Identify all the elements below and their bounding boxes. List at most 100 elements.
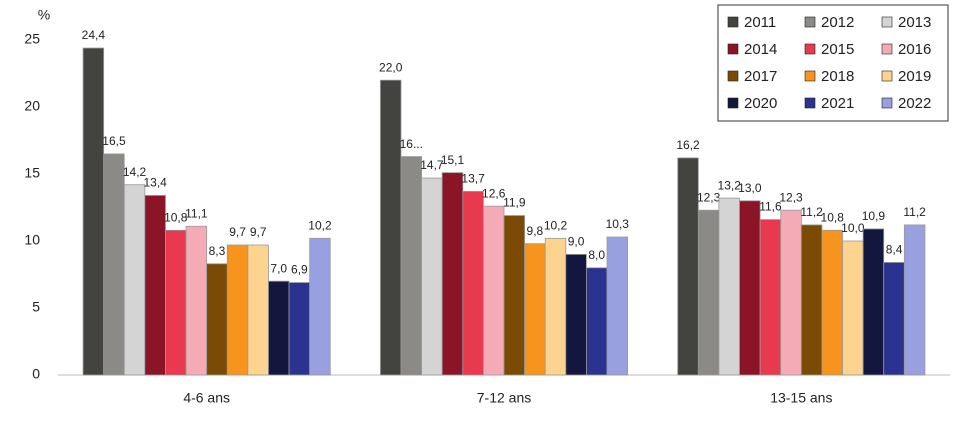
x-tick-label: 4-6 ans [183,390,230,406]
bar [379,79,402,376]
value-label: 16,2 [676,138,700,152]
bar [862,228,885,376]
legend-label: 2016 [898,41,931,58]
bar [524,243,546,376]
legend-label: 2020 [744,95,777,112]
bar [565,253,587,376]
value-label: 12,6 [482,186,506,200]
y-tick-label: 0 [32,366,40,382]
legend-swatch [804,97,816,109]
legend-swatch [881,43,893,55]
legend-label: 2013 [898,14,931,31]
value-label: 9,8 [527,224,544,238]
y-tick-label: 10 [24,232,40,248]
bar [586,267,608,376]
value-label: 13,4 [143,176,167,190]
legend-box [717,4,949,122]
legend-swatch [881,97,893,109]
legend-label: 2021 [821,95,854,112]
value-label: 9,7 [229,225,246,239]
value-label: 11,6 [759,200,782,214]
bar [821,229,843,376]
legend-label: 2014 [744,41,777,58]
value-label: 10,2 [544,218,568,232]
value-label: 14,2 [123,165,147,179]
bar [226,244,249,376]
value-label: 10,2 [308,218,332,232]
value-label: 11,9 [503,196,526,210]
bar [268,280,290,376]
value-label: 24,4 [82,28,106,42]
value-label: 9,0 [568,235,585,249]
legend-swatch [804,43,816,55]
legend-label: 2017 [744,68,777,85]
legend-label: 2022 [898,95,931,112]
value-label: 6,9 [291,263,308,277]
bar [842,240,864,376]
value-label: 11,2 [800,205,823,219]
x-tick-label: 7-12 ans [477,390,531,406]
legend-swatch [727,16,739,28]
bar [677,157,699,376]
bar [606,236,629,376]
value-label: 11,1 [185,206,208,220]
value-label: 11,2 [903,205,926,219]
bar [739,200,761,376]
value-label: 12,3 [697,190,721,204]
legend-swatch [727,43,739,55]
value-label: 10,9 [862,209,886,223]
bar [503,215,526,376]
bar [462,191,484,376]
bar [309,237,331,376]
bar [780,209,802,376]
bar [123,184,146,376]
value-label: 8,3 [209,244,226,258]
y-tick-label: 15 [24,165,40,181]
value-label: 7,0 [270,261,287,275]
bar [144,195,166,376]
bar [400,156,423,376]
y-tick-label: 25 [24,31,40,47]
bar [82,47,105,376]
value-label: 13,0 [738,181,762,195]
value-label: 12,3 [779,190,803,204]
value-label: 9,7 [250,225,267,239]
value-label: 10,3 [606,217,630,231]
bar [903,224,926,376]
y-tick-label: 5 [32,299,40,315]
value-label: 10,8 [164,210,188,224]
bar [800,224,823,376]
bar [288,282,311,376]
legend-label: 2018 [821,68,854,85]
bar [103,153,125,376]
bar [544,237,567,376]
legend-label: 2015 [821,41,854,58]
value-label: 10,0 [841,221,865,235]
y-tick-label: 20 [24,98,40,114]
bar [185,225,208,376]
legend-label: 2019 [898,68,931,85]
bar [247,244,269,376]
bar [759,219,782,376]
bar [482,205,505,376]
value-label: 22,0 [379,60,403,74]
bar [441,172,464,376]
value-label: 16,5 [102,134,126,148]
bar [697,209,720,376]
value-label: 14,7 [420,158,444,172]
bar [165,229,187,376]
legend-swatch [881,70,893,82]
legend-swatch [804,70,816,82]
bar [421,177,443,376]
x-tick-label: 13-15 ans [770,390,832,406]
value-label: 8,0 [588,248,605,262]
bar [883,262,905,376]
bar [206,263,228,376]
value-label: 16... [400,137,423,151]
legend-swatch [727,70,739,82]
legend-swatch [804,16,816,28]
bar [718,197,740,376]
legend-label: 2012 [821,14,854,31]
y-unit-label: % [38,7,50,23]
